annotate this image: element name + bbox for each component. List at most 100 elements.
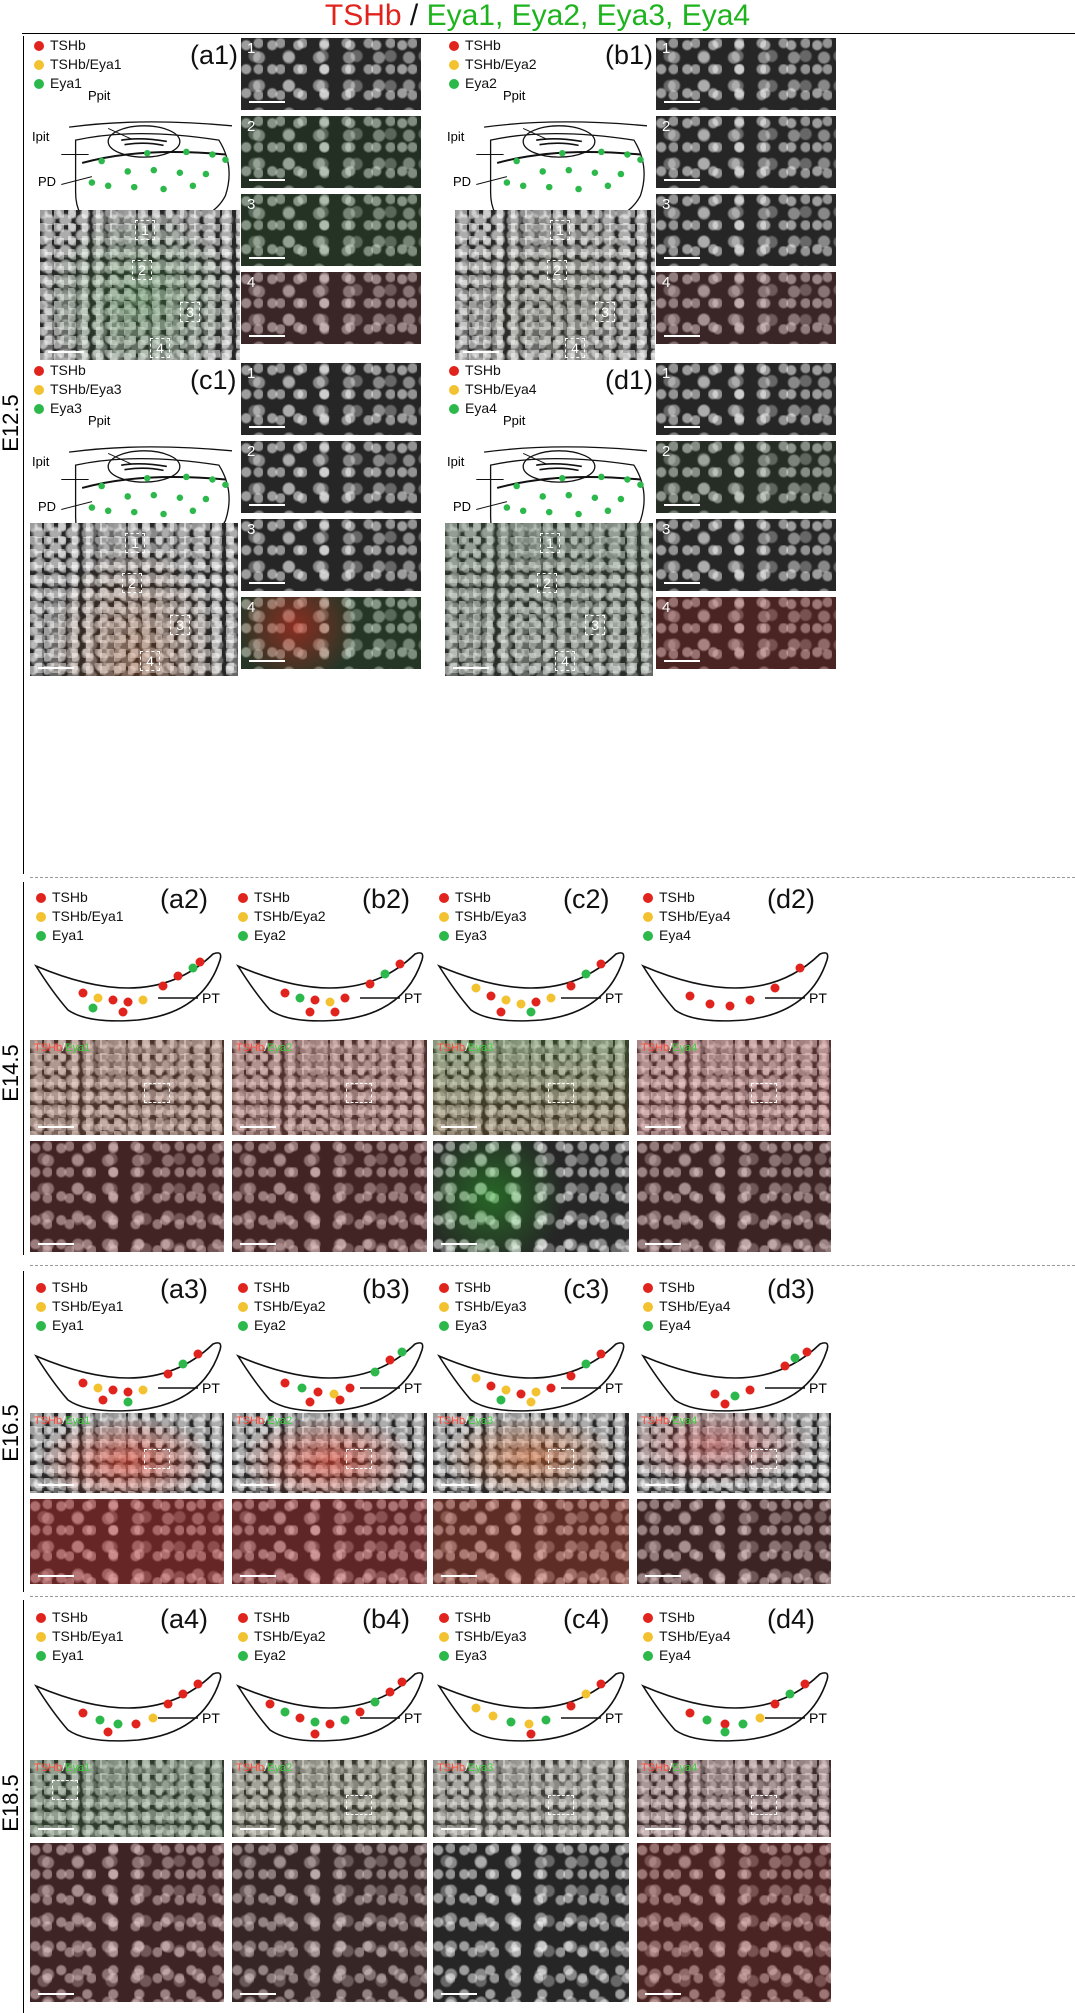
panel-legend: TSHb TSHb/Eya2 Eya2 bbox=[238, 1278, 326, 1335]
scale-bar bbox=[441, 1828, 477, 1830]
micrograph-title: TSHb/Eya1 bbox=[34, 1042, 91, 1054]
yellow-dot-icon bbox=[643, 1301, 653, 1312]
legend-eya: Eya2 bbox=[254, 927, 286, 943]
panel-legend: TSHb TSHb/Eya1 Eya1 bbox=[36, 1608, 124, 1665]
scale-bar bbox=[664, 179, 700, 181]
roi-box: 3 bbox=[180, 302, 200, 322]
micrograph-title: TSHb/Eya4 bbox=[641, 1042, 698, 1054]
scale-bar bbox=[645, 1575, 681, 1577]
overview-micrograph: TSHb/Eya4 bbox=[637, 1040, 831, 1135]
panel-label: (c2) bbox=[563, 884, 610, 914]
panel-label: (d4) bbox=[767, 1604, 816, 1634]
scale-bar bbox=[38, 667, 74, 669]
green-dot-icon bbox=[238, 1320, 248, 1331]
label-pt: PT bbox=[809, 990, 827, 1006]
scale-bar bbox=[249, 660, 285, 662]
scale-bar bbox=[441, 1993, 477, 1995]
zoom-micrograph-3: 3 bbox=[241, 519, 421, 591]
scale-bar bbox=[645, 1126, 681, 1128]
label-pt: PT bbox=[605, 1710, 623, 1726]
legend-coexpression: TSHb/Eya4 bbox=[465, 381, 537, 397]
roi-box bbox=[52, 1780, 78, 1800]
roi-box bbox=[751, 1795, 777, 1815]
scale-bar bbox=[240, 1828, 276, 1830]
zoom-number: 2 bbox=[662, 443, 671, 460]
legend-tshb: TSHb bbox=[52, 889, 88, 905]
micrograph-title: TSHb/Eya2 bbox=[236, 1415, 293, 1427]
panel-b2: TSHb TSHb/Eya2 Eya2 (b2) PT TSHb/Eya2 bbox=[232, 880, 429, 1260]
yellow-dot-icon bbox=[449, 384, 459, 395]
scale-bar bbox=[38, 1243, 74, 1245]
roi-box: 2 bbox=[547, 260, 567, 280]
scale-bar bbox=[664, 335, 700, 337]
label-pt: PT bbox=[605, 1380, 623, 1396]
pars-tuberalis-schematic bbox=[436, 1672, 625, 1742]
green-dot-icon bbox=[439, 1650, 449, 1661]
panel-label: (d3) bbox=[767, 1274, 816, 1304]
roi-box: 4 bbox=[555, 651, 575, 671]
scale-bar bbox=[441, 1126, 477, 1128]
legend-eya: Eya4 bbox=[659, 1647, 691, 1663]
legend-eya: Eya4 bbox=[465, 400, 497, 416]
roi-box: 3 bbox=[170, 615, 190, 635]
roi-box: 2 bbox=[132, 260, 152, 280]
title-rule bbox=[22, 33, 1075, 34]
panel-legend: TSHb TSHb/Eya3 Eya3 bbox=[439, 1608, 527, 1665]
stage-bar-e14 bbox=[23, 882, 24, 1255]
zoom-micrograph-3: 3 bbox=[241, 194, 421, 266]
legend-eya: Eya1 bbox=[50, 75, 82, 91]
zoom-number: 1 bbox=[662, 365, 671, 382]
red-dot-icon bbox=[439, 892, 449, 903]
zoom-number: 3 bbox=[662, 521, 671, 538]
legend-coexpression: TSHb/Eya3 bbox=[455, 908, 527, 924]
panel-b3: TSHb TSHb/Eya2 Eya2 (b3) PT TSHb/Eya2 bbox=[232, 1270, 429, 1592]
legend-eya: Eya2 bbox=[254, 1647, 286, 1663]
scale-bar bbox=[645, 1484, 681, 1486]
zoom-number: 4 bbox=[662, 599, 671, 616]
label-pd: PD bbox=[453, 499, 472, 514]
scale-bar bbox=[645, 1828, 681, 1830]
panel-label: (a4) bbox=[160, 1604, 209, 1634]
roi-box bbox=[751, 1449, 777, 1469]
scale-bar bbox=[249, 101, 285, 103]
zoom-micrograph bbox=[232, 1141, 427, 1252]
legend-tshb: TSHb bbox=[455, 889, 491, 905]
yellow-dot-icon bbox=[449, 59, 459, 70]
yellow-dot-icon bbox=[643, 1631, 653, 1642]
roi-box: 1 bbox=[135, 220, 155, 240]
zoom-micrograph bbox=[232, 1499, 427, 1584]
green-dot-icon bbox=[36, 1650, 46, 1661]
zoom-micrograph bbox=[433, 1499, 629, 1584]
title-eya: Eya1, Eya2, Eya3, Eya4 bbox=[426, 0, 751, 32]
roi-box: 2 bbox=[122, 573, 142, 593]
scale-bar bbox=[664, 257, 700, 259]
legend-tshb: TSHb bbox=[254, 1279, 290, 1295]
zoom-number: 4 bbox=[247, 599, 256, 616]
zoom-number: 1 bbox=[247, 40, 256, 57]
stage-bar-e18 bbox=[23, 1600, 24, 2013]
label-ppit: Ppit bbox=[503, 413, 526, 428]
panel-label: (b3) bbox=[362, 1274, 411, 1304]
pars-tuberalis-schematic bbox=[33, 1672, 222, 1742]
legend-eya: Eya4 bbox=[659, 927, 691, 943]
scale-bar bbox=[38, 1575, 74, 1577]
separator-e12-e14 bbox=[30, 877, 1075, 878]
zoom-number: 1 bbox=[662, 40, 671, 57]
yellow-dot-icon bbox=[34, 384, 44, 395]
red-dot-icon bbox=[34, 365, 44, 376]
legend-coexpression: TSHb/Eya3 bbox=[455, 1628, 527, 1644]
green-dot-icon bbox=[449, 78, 459, 89]
scale-bar bbox=[441, 1484, 477, 1486]
label-ipit: Ipit bbox=[447, 129, 465, 144]
green-dot-icon bbox=[36, 1320, 46, 1331]
legend-coexpression: TSHb/Eya2 bbox=[254, 908, 326, 924]
zoom-number: 4 bbox=[662, 274, 671, 291]
label-pd: PD bbox=[453, 174, 472, 189]
roi-box bbox=[346, 1795, 372, 1815]
overview-micrograph: TSHb/Eya3 bbox=[433, 1040, 629, 1135]
panel-e12-0: TSHbTSHb/Eya1Eya1(a1)PpitIpitPDPT1234123… bbox=[30, 36, 440, 360]
panel-label: (b4) bbox=[362, 1604, 411, 1634]
green-dot-icon bbox=[643, 930, 653, 941]
